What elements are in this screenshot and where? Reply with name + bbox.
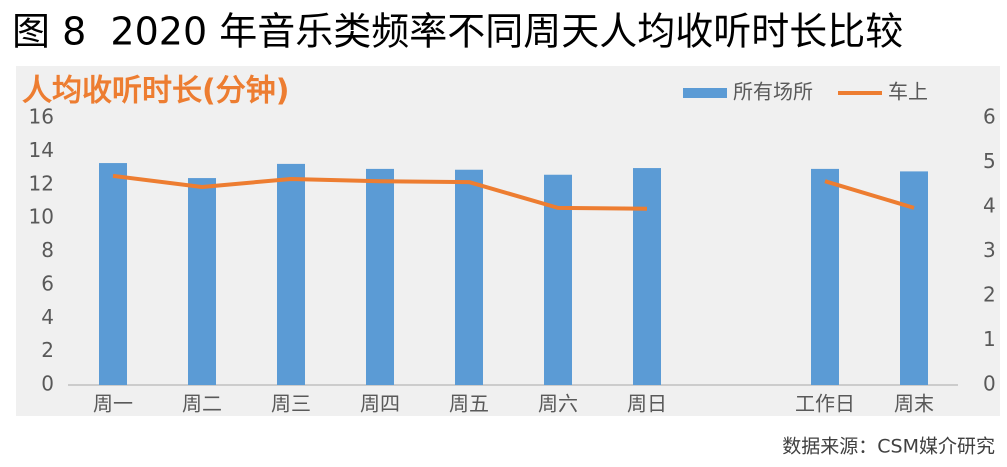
- plot-background: [16, 66, 1000, 416]
- legend-label: 所有场所: [733, 80, 813, 104]
- y2-tick-label: 5: [983, 149, 996, 173]
- legend-swatch: [683, 88, 727, 98]
- y-tick-label: 2: [41, 338, 54, 362]
- bar: [455, 169, 483, 385]
- chart-subtitle: 人均收听时长(分钟): [22, 74, 289, 109]
- y2-tick-label: 6: [983, 105, 996, 129]
- bar: [277, 163, 305, 385]
- y-tick-label: 14: [29, 138, 54, 162]
- legend-label: 车上: [888, 80, 928, 104]
- bar: [188, 178, 216, 385]
- bar: [811, 168, 839, 385]
- y-tick-label: 0: [41, 372, 54, 396]
- x-tick-label: 周三: [271, 392, 311, 416]
- y2-tick-label: 2: [983, 283, 996, 307]
- y2-tick-label: 3: [983, 238, 996, 262]
- x-tick-label: 周二: [182, 392, 222, 416]
- y2-tick-label: 4: [983, 194, 996, 218]
- y-tick-label: 6: [41, 271, 54, 295]
- y-tick-label: 8: [41, 238, 54, 262]
- line: [112, 173, 915, 211]
- x-tick-label: 周一: [93, 392, 133, 416]
- x-tick-label: 周四: [360, 392, 400, 416]
- x-tick-label: 周五: [449, 392, 489, 416]
- y2-tick-label: 1: [983, 327, 996, 351]
- x-tick-label: 周日: [627, 392, 667, 416]
- y-tick-label: 4: [41, 305, 54, 329]
- y-tick-label: 16: [29, 105, 54, 129]
- y2-tick-label: 0: [983, 372, 996, 396]
- bar: [633, 168, 661, 385]
- x-tick-label: 周末: [894, 392, 934, 416]
- bar: [366, 168, 394, 385]
- x-tick-label: 周六: [538, 392, 578, 416]
- chart-title: 图 8 2020 年音乐类频率不同周天人均收听时长比较: [12, 10, 903, 54]
- y-tick-label: 12: [29, 171, 54, 195]
- x-tick-label: 工作日: [795, 392, 855, 416]
- source-note: 数据来源：CSM媒介研究: [782, 436, 995, 458]
- bar: [99, 163, 127, 385]
- y-tick-label: 10: [29, 205, 54, 229]
